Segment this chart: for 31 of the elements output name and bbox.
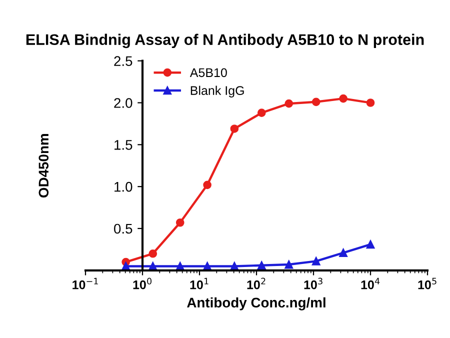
- point: [366, 98, 375, 107]
- point: [203, 180, 212, 190]
- point: [148, 249, 158, 258]
- y-tick-label: 2.0: [114, 98, 132, 108]
- chart-title: ELISA Bindnig Assay of N Antibody A5B10 to N protein: [26, 34, 424, 48]
- point: [312, 257, 320, 266]
- x-tick-label: 10$^{2}$: [247, 278, 266, 290]
- point: [257, 108, 266, 117]
- x-tick-label: 10$^{3}$: [304, 278, 322, 290]
- x-tick-label: 10$^{−1}$: [72, 278, 98, 290]
- point: [366, 240, 375, 249]
- y-tick-label: 1.5: [114, 140, 132, 150]
- point: [284, 99, 294, 108]
- x-axis-title: Antibody Conc.ng/ml: [187, 297, 326, 310]
- point: [230, 124, 239, 133]
- y-tick-label: 1.0: [114, 182, 132, 192]
- x-tick-label: 10$^{1}$: [190, 278, 208, 290]
- point: [339, 248, 348, 257]
- point: [176, 218, 184, 227]
- x-tick-label: 10$^{5}$: [418, 278, 436, 290]
- y-axis-title: OD450nm: [38, 134, 49, 198]
- point: [257, 261, 266, 270]
- x-tick-label: 10$^{0}$: [133, 278, 152, 290]
- y-tick-label: 0.5: [114, 224, 132, 234]
- legend-label: A5B10: [190, 68, 227, 78]
- point: [284, 260, 294, 269]
- point: [339, 94, 348, 103]
- legend-label: Blank IgG: [190, 86, 244, 98]
- y-tick-label: 2.5: [114, 56, 132, 66]
- point: [312, 98, 320, 106]
- x-tick-label: 10$^{4}$: [361, 278, 380, 290]
